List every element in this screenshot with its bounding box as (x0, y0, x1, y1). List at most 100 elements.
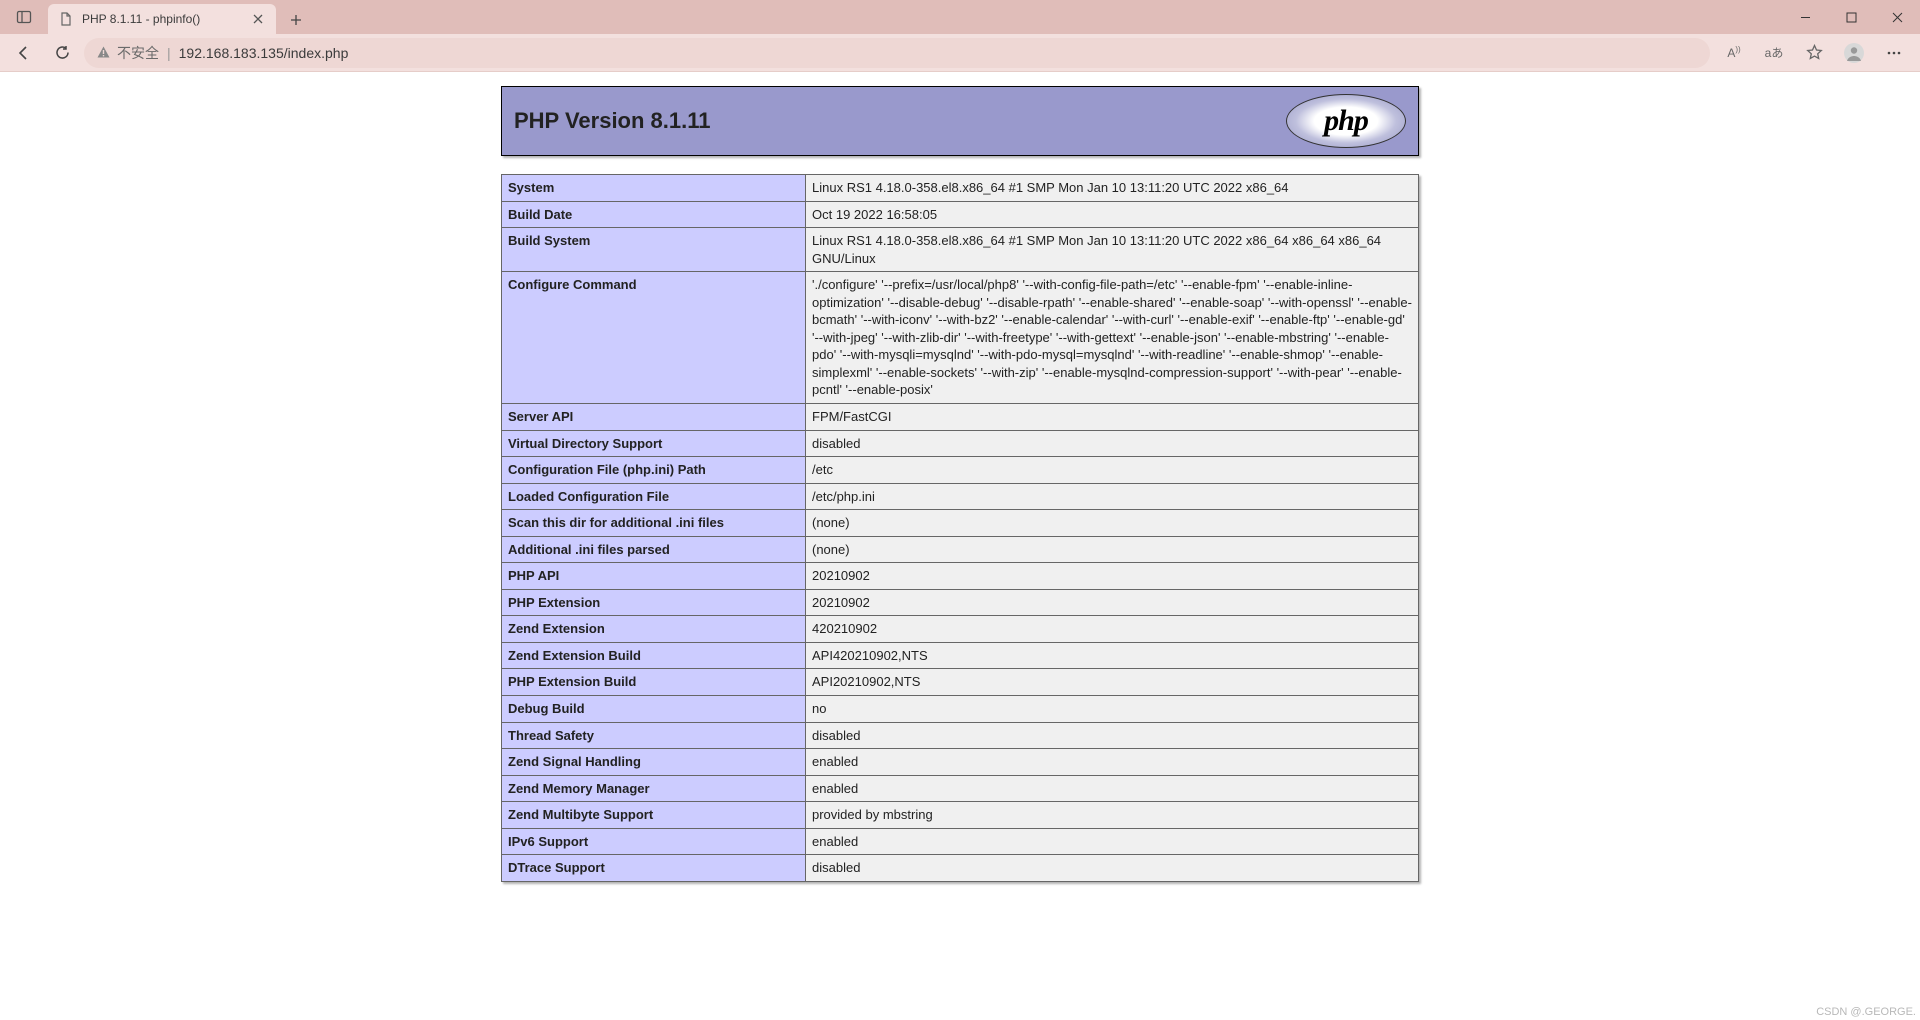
config-value: no (806, 696, 1419, 723)
config-key: Configuration File (php.ini) Path (502, 457, 806, 484)
toolbar-right: A)) aあ (1716, 37, 1912, 69)
config-key: Server API (502, 404, 806, 431)
table-row: IPv6 Supportenabled (502, 828, 1419, 855)
table-row: Configuration File (php.ini) Path/etc (502, 457, 1419, 484)
read-aloud-button[interactable]: A)) (1716, 37, 1752, 69)
address-bar[interactable]: 不安全 | 192.168.183.135/index.php (84, 38, 1710, 68)
translate-icon: aあ (1765, 44, 1784, 61)
minimize-button[interactable] (1782, 0, 1828, 34)
minimize-icon (1800, 12, 1811, 23)
config-key: PHP Extension (502, 589, 806, 616)
plus-icon (290, 14, 302, 26)
table-row: Zend Memory Managerenabled (502, 775, 1419, 802)
tab-actions-icon (16, 9, 32, 25)
insecure-label: 不安全 (117, 43, 159, 63)
more-icon (1886, 45, 1902, 61)
table-row: Zend Signal Handlingenabled (502, 749, 1419, 776)
table-row: SystemLinux RS1 4.18.0-358.el8.x86_64 #1… (502, 175, 1419, 202)
tab-title: PHP 8.1.11 - phpinfo() (82, 12, 242, 26)
config-value: /etc/php.ini (806, 483, 1419, 510)
file-icon (58, 11, 74, 27)
browser-tab[interactable]: PHP 8.1.11 - phpinfo() (48, 4, 276, 34)
window-titlebar: PHP 8.1.11 - phpinfo() (0, 0, 1920, 34)
config-key: Thread Safety (502, 722, 806, 749)
watermark: CSDN @.GEORGE. (1816, 1006, 1916, 1018)
translate-button[interactable]: aあ (1756, 37, 1792, 69)
browser-toolbar: 不安全 | 192.168.183.135/index.php A)) aあ (0, 34, 1920, 72)
table-row: Server APIFPM/FastCGI (502, 404, 1419, 431)
table-row: Loaded Configuration File/etc/php.ini (502, 483, 1419, 510)
avatar-icon (1843, 42, 1865, 64)
config-value: Linux RS1 4.18.0-358.el8.x86_64 #1 SMP M… (806, 175, 1419, 202)
config-key: System (502, 175, 806, 202)
profile-button[interactable] (1836, 37, 1872, 69)
config-value: Linux RS1 4.18.0-358.el8.x86_64 #1 SMP M… (806, 228, 1419, 272)
phpinfo-table: SystemLinux RS1 4.18.0-358.el8.x86_64 #1… (501, 174, 1419, 882)
new-tab-button[interactable] (282, 6, 310, 34)
tab-close-button[interactable] (250, 11, 266, 27)
config-key: Zend Extension (502, 616, 806, 643)
table-row: Thread Safetydisabled (502, 722, 1419, 749)
config-key: Configure Command (502, 272, 806, 404)
page-content[interactable]: PHP Version 8.1.11 php SystemLinux RS1 4… (0, 72, 1920, 1020)
config-value: disabled (806, 855, 1419, 882)
config-key: Zend Signal Handling (502, 749, 806, 776)
config-key: Virtual Directory Support (502, 430, 806, 457)
back-button[interactable] (8, 37, 40, 69)
table-row: Zend Extension420210902 (502, 616, 1419, 643)
config-value: (none) (806, 510, 1419, 537)
refresh-button[interactable] (46, 37, 78, 69)
config-key: Build Date (502, 201, 806, 228)
maximize-icon (1846, 12, 1857, 23)
table-row: DTrace Supportdisabled (502, 855, 1419, 882)
tab-actions-button[interactable] (0, 0, 48, 34)
table-row: Virtual Directory Supportdisabled (502, 430, 1419, 457)
config-key: Zend Multibyte Support (502, 802, 806, 829)
phpinfo-container: PHP Version 8.1.11 php SystemLinux RS1 4… (501, 86, 1419, 882)
config-key: Loaded Configuration File (502, 483, 806, 510)
php-version-title: PHP Version 8.1.11 (514, 108, 1286, 134)
config-value: API20210902,NTS (806, 669, 1419, 696)
favorites-button[interactable] (1796, 37, 1832, 69)
table-row: Additional .ini files parsed(none) (502, 536, 1419, 563)
config-value: enabled (806, 749, 1419, 776)
config-key: Zend Memory Manager (502, 775, 806, 802)
read-aloud-icon: A)) (1727, 45, 1740, 60)
close-window-button[interactable] (1874, 0, 1920, 34)
security-indicator[interactable]: 不安全 (96, 43, 159, 63)
config-value: Oct 19 2022 16:58:05 (806, 201, 1419, 228)
phpinfo-header: PHP Version 8.1.11 php (501, 86, 1419, 156)
php-logo-text: php (1324, 104, 1368, 138)
config-key: Debug Build (502, 696, 806, 723)
table-row: Configure Command'./configure' '--prefix… (502, 272, 1419, 404)
warning-icon (96, 45, 111, 60)
close-icon (1892, 12, 1903, 23)
divider: | (167, 45, 171, 61)
config-value: FPM/FastCGI (806, 404, 1419, 431)
table-row: PHP Extension20210902 (502, 589, 1419, 616)
config-key: PHP API (502, 563, 806, 590)
config-value: 420210902 (806, 616, 1419, 643)
config-key: Additional .ini files parsed (502, 536, 806, 563)
config-value: (none) (806, 536, 1419, 563)
maximize-button[interactable] (1828, 0, 1874, 34)
config-value: provided by mbstring (806, 802, 1419, 829)
config-key: PHP Extension Build (502, 669, 806, 696)
config-value: enabled (806, 775, 1419, 802)
config-value: API420210902,NTS (806, 642, 1419, 669)
table-row: Debug Buildno (502, 696, 1419, 723)
config-key: Zend Extension Build (502, 642, 806, 669)
config-key: Build System (502, 228, 806, 272)
config-value: './configure' '--prefix=/usr/local/php8'… (806, 272, 1419, 404)
menu-button[interactable] (1876, 37, 1912, 69)
arrow-left-icon (15, 44, 33, 62)
table-row: Scan this dir for additional .ini files(… (502, 510, 1419, 537)
table-row: Build DateOct 19 2022 16:58:05 (502, 201, 1419, 228)
config-value: disabled (806, 722, 1419, 749)
star-icon (1806, 44, 1823, 61)
config-value: 20210902 (806, 589, 1419, 616)
config-value: 20210902 (806, 563, 1419, 590)
url-text: 192.168.183.135/index.php (179, 45, 349, 61)
table-row: PHP Extension BuildAPI20210902,NTS (502, 669, 1419, 696)
config-key: IPv6 Support (502, 828, 806, 855)
